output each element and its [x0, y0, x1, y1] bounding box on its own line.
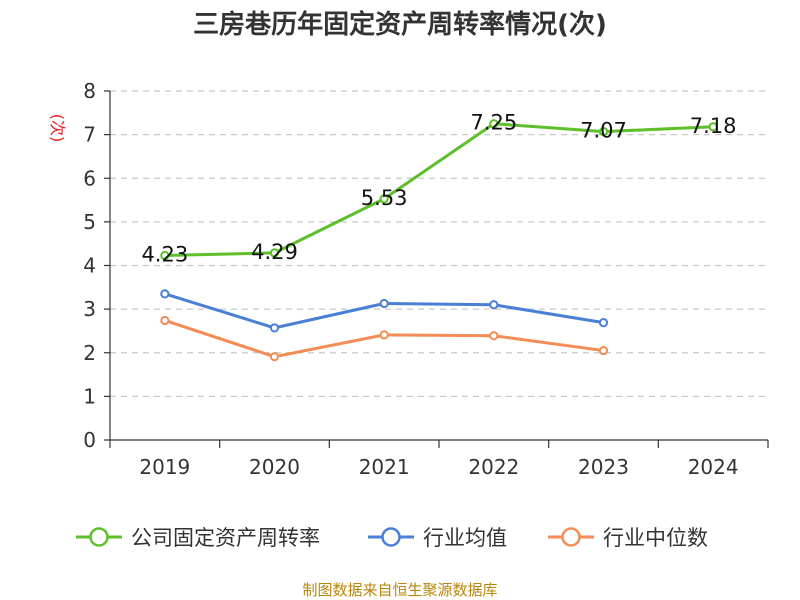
y-tick-label: 4: [83, 254, 96, 278]
y-tick-label: 1: [83, 384, 96, 408]
data-label: 4.29: [251, 240, 298, 264]
legend-item-0[interactable]: 公司固定资产周转率: [76, 526, 320, 550]
y-tick-label: 5: [83, 210, 96, 234]
series-2-point-0[interactable]: [160, 315, 170, 326]
data-label: 5.53: [361, 186, 408, 210]
series-0-point-2[interactable]: [379, 194, 389, 204]
y-tick-label: 0: [83, 428, 96, 452]
x-tick-label: 2019: [139, 455, 190, 479]
legend-label: 行业均值: [423, 526, 507, 550]
series-0-point-0[interactable]: [160, 250, 170, 261]
y-tick-label: 2: [83, 341, 96, 365]
legend-item-2[interactable]: 行业中位数: [548, 526, 708, 550]
series-2-point-3[interactable]: [489, 331, 499, 341]
legend-swatch-marker: [381, 527, 401, 547]
series-1-point-0[interactable]: [160, 289, 170, 299]
series-0-point-5[interactable]: [708, 122, 718, 132]
series-group: [160, 119, 718, 362]
series-1-point-1[interactable]: [269, 323, 280, 333]
series-1-point-3[interactable]: [489, 300, 499, 310]
legend-label: 公司固定资产周转率: [131, 526, 320, 550]
series-0-point-4[interactable]: [598, 126, 609, 137]
y-axis-ticks: 0 1 2 3 4 5 6 7 8: [83, 79, 110, 452]
x-tick-label: 2020: [249, 455, 300, 479]
y-tick-label: 6: [83, 166, 96, 190]
data-label: 7.07: [580, 119, 627, 143]
y-tick-label: 8: [83, 79, 96, 103]
y-axis-label: (次): [48, 114, 67, 143]
series-1-point-2[interactable]: [379, 298, 389, 309]
x-axis-ticks: 2019 2020 2021 2022 2023 2024: [109, 440, 769, 479]
axes: [109, 91, 768, 441]
data-label: 7.18: [690, 114, 737, 138]
x-tick-label: 2024: [688, 455, 739, 479]
x-tick-label: 2021: [359, 455, 410, 479]
series-2-point-4[interactable]: [598, 345, 609, 356]
chart-title: 三房巷历年固定资产周转率情况(次): [193, 9, 607, 40]
series-1-point-4[interactable]: [598, 318, 609, 328]
series-2-point-1[interactable]: [269, 352, 280, 362]
x-tick-label: 2023: [578, 455, 629, 479]
data-labels: 4.23 4.29 5.53 7.25 7.07 7.18: [141, 111, 736, 267]
y-tick-label: 7: [83, 123, 96, 147]
series-0-point-1[interactable]: [269, 248, 280, 258]
data-label: 4.23: [141, 242, 188, 266]
source-note: 制图数据来自恒生聚源数据库: [302, 581, 497, 599]
x-tick-label: 2022: [468, 455, 519, 479]
y-tick-label: 3: [83, 297, 96, 321]
data-label: 7.25: [470, 111, 517, 135]
series-0-point-3[interactable]: [489, 119, 499, 129]
gridlines: [110, 90, 768, 397]
legend[interactable]: 公司固定资产周转率 行业均值 行业中位数: [76, 526, 708, 550]
legend-swatch-marker: [89, 527, 109, 547]
legend-item-1[interactable]: 行业均值: [368, 526, 507, 550]
series-2-point-2[interactable]: [379, 330, 389, 340]
legend-swatch-marker: [561, 527, 581, 547]
series-line-0: [164, 122, 714, 257]
legend-label: 行业中位数: [603, 526, 708, 550]
